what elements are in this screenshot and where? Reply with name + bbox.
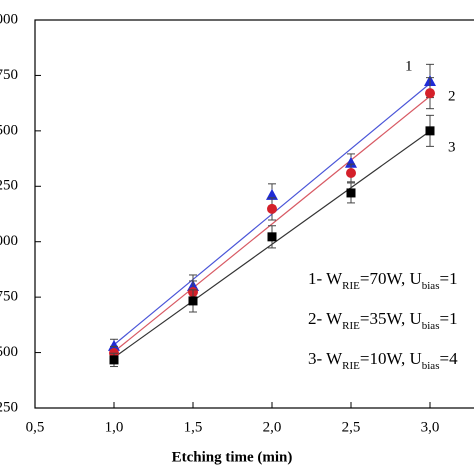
legend-subscript: bias (422, 280, 440, 292)
marker (109, 355, 119, 365)
y-tick-label: 1250 (0, 178, 18, 194)
legend-subscript: bias (422, 320, 440, 332)
y-tick-label: 2000 (0, 11, 18, 27)
x-tick-label: 2,5 (342, 419, 361, 435)
x-axis-label: Etching time (min) (172, 449, 293, 465)
x-tick-label: 0,5 (26, 419, 45, 435)
legend-text: =1 (439, 269, 457, 288)
annotation: 3 (448, 139, 456, 155)
marker (266, 188, 278, 200)
legend-text: =10W, U (360, 349, 422, 368)
marker (346, 188, 356, 198)
legend-entry: 1- WRIE=70W, Ubias=1 (308, 269, 458, 292)
legend-text: 3- W (308, 349, 343, 368)
x-tick-label: 3,0 (421, 419, 440, 435)
y-tick-label: 1500 (0, 122, 18, 138)
annotation: 1 (405, 58, 413, 74)
legend-subscript: RIE (342, 320, 360, 332)
y-tick-label: 1000 (0, 233, 18, 249)
fit-line (113, 95, 431, 353)
marker (345, 156, 357, 168)
legend-subscript: RIE (342, 360, 360, 372)
y-tick-label: 250 (0, 399, 18, 415)
legend-text: =1 (439, 309, 457, 328)
legend-subscript: RIE (342, 280, 360, 292)
legend-subscript: bias (422, 360, 440, 372)
legend-text: =4 (439, 349, 458, 368)
x-tick-label: 1,5 (184, 419, 203, 435)
x-tick-label: 2,0 (263, 419, 282, 435)
marker (188, 296, 198, 306)
marker (108, 339, 120, 351)
marker (267, 203, 277, 214)
legend-text: 1- W (308, 269, 343, 288)
marker (425, 126, 435, 136)
x-tick-label: 1,0 (105, 419, 124, 435)
y-tick-label: 750 (0, 289, 18, 305)
y-tick-label: 1750 (0, 67, 18, 83)
legend-text: 2- W (308, 309, 343, 328)
marker (346, 167, 356, 178)
legend-entry: 2- WRIE=35W, Ubias=1 (308, 309, 458, 332)
marker (267, 232, 277, 242)
marker (425, 88, 435, 99)
legend-text: =35W, U (360, 309, 422, 328)
legend-text: =70W, U (360, 269, 422, 288)
y-tick-label: 500 (0, 344, 18, 360)
annotation: 2 (448, 88, 456, 104)
legend-entry: 3- WRIE=10W, Ubias=4 (308, 349, 458, 372)
